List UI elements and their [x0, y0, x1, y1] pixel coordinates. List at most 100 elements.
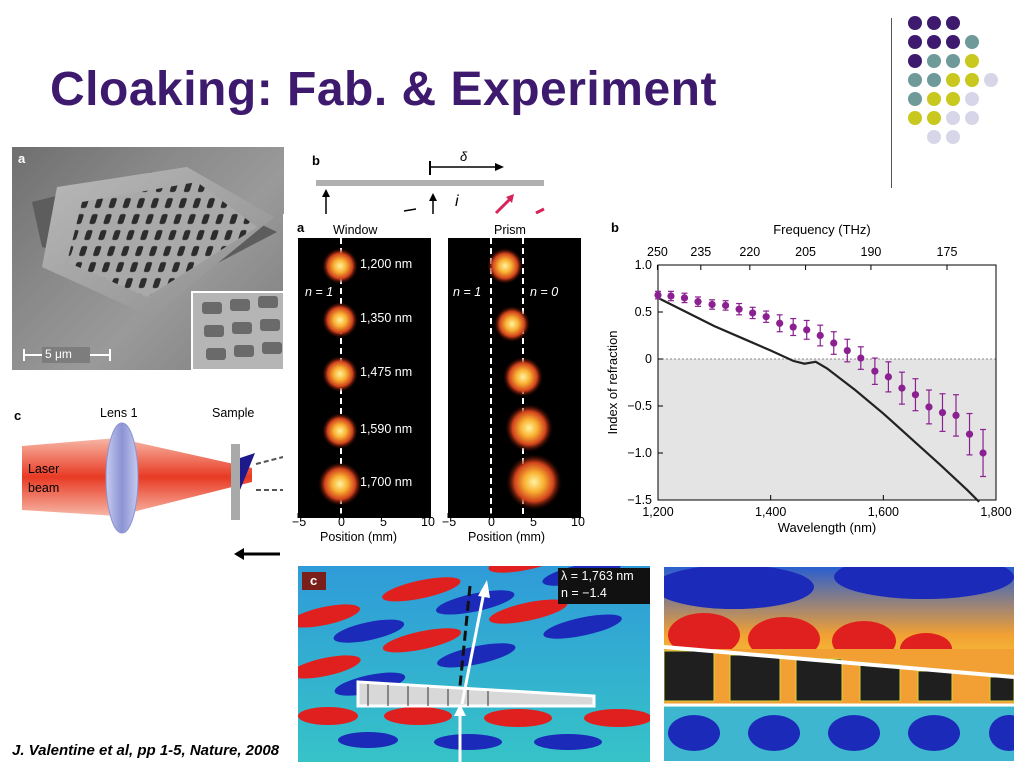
citation: J. Valentine et al, pp 1-5, Nature, 2008 — [12, 742, 280, 759]
prism-title: Prism — [494, 223, 526, 237]
decor-dot — [927, 130, 941, 144]
chart-y-tick-label: −1.0 — [627, 446, 652, 460]
sem-panel-letter: a — [18, 151, 26, 166]
field-lambda: λ = 1,763 nm — [561, 569, 634, 583]
wavelength-label: 1,700 nm — [360, 475, 413, 489]
decor-dot — [965, 111, 979, 125]
decor-dot — [965, 92, 979, 106]
window-title: Window — [333, 223, 378, 237]
chart-theory-curve — [657, 296, 980, 503]
divider-line — [891, 18, 892, 188]
field-map-left: c λ = 1,763 nm n = −1.4 — [298, 566, 650, 762]
chart-data-point — [925, 403, 933, 411]
chart-data-point — [654, 291, 662, 299]
decor-dot — [927, 35, 941, 49]
chart-data-point — [680, 294, 689, 302]
chart-data-point — [898, 384, 906, 392]
chart-data-point — [871, 367, 879, 375]
slide-title: Cloaking: Fab. & Experiment — [50, 63, 717, 116]
setup-b-panel: b δ i — [300, 147, 550, 217]
chart-data-point — [776, 319, 784, 327]
decor-dot — [984, 73, 998, 87]
field-letter: c — [310, 573, 318, 588]
decor-dot — [965, 35, 979, 49]
decor-dot — [908, 16, 922, 30]
spots-x-tick: 10 — [421, 515, 435, 529]
chart-data-point — [803, 326, 811, 334]
decor-dot — [927, 73, 941, 87]
lens-label: Lens 1 — [100, 406, 138, 420]
chart-data-point — [667, 292, 675, 300]
decor-dot — [946, 111, 960, 125]
chart-data-point — [952, 411, 960, 419]
decor-dot — [946, 130, 960, 144]
field-map-right — [664, 567, 1014, 761]
setup-b-graphic — [316, 161, 545, 217]
chart-data-point — [979, 449, 987, 457]
decor-dot — [946, 54, 960, 68]
decor-dots — [905, 14, 1024, 164]
spots-x-tick: 0 — [488, 515, 495, 529]
chart-top-tick-label: 235 — [690, 245, 711, 259]
spots-x-tick: 10 — [571, 515, 585, 529]
chart-top-tick-label: 205 — [795, 245, 816, 259]
spots-x-tick: 5 — [530, 515, 537, 529]
chart-data-point — [722, 301, 730, 310]
chart-top-tick-label: 250 — [647, 245, 668, 259]
chart-top-tick-label: 190 — [861, 245, 882, 259]
spots-xlabel-right: Position (mm) — [468, 530, 546, 544]
refraction-chart: b Frequency (THz) 250 235 220 205 190 175 1,200 1… — [605, 220, 1012, 535]
chart-x-axis-label: Wavelength (nm) — [778, 520, 877, 535]
chart-data-point — [762, 313, 770, 321]
decor-dot — [965, 54, 979, 68]
wavelength-label: 1,475 nm — [360, 365, 413, 379]
spots-x-tick: 5 — [380, 515, 387, 529]
chart-x-tick-label: 1,600 — [868, 505, 899, 519]
decor-dot — [908, 54, 922, 68]
spots-panel: a Window Prism n — [283, 214, 605, 554]
chart-y-tick-label: 1.0 — [635, 258, 652, 272]
decor-dot — [908, 73, 922, 87]
chart-y-tick-label: 0 — [645, 352, 652, 366]
chart-panel-letter: b — [611, 220, 619, 235]
wavelength-label: 1,350 nm — [360, 311, 413, 325]
spots-x-tick: −5 — [292, 515, 307, 529]
decor-dot — [946, 92, 960, 106]
chart-data-point — [735, 305, 743, 313]
chart-y-tick-label: 0.5 — [635, 305, 652, 319]
spots-graphic — [297, 238, 581, 518]
chart-data-point — [749, 309, 757, 317]
sem-scalebar-label: 5 μm — [45, 347, 72, 361]
wavelength-label: 1,590 nm — [360, 422, 413, 436]
field-n-value: n = −1.4 — [561, 586, 607, 600]
chart-data-point — [884, 373, 893, 381]
chart-data-point — [938, 408, 947, 417]
setup-b-letter: b — [312, 153, 320, 168]
n1-right-label: n = 1 — [453, 285, 482, 299]
field-map-right-graphic — [664, 567, 1014, 761]
field-map-left-graphic — [298, 566, 650, 762]
decor-dot — [946, 73, 960, 87]
decor-dot — [927, 92, 941, 106]
chart-data-point — [816, 331, 824, 340]
spots-letter: a — [297, 220, 305, 235]
chart-data-point — [911, 391, 920, 399]
decor-dot — [908, 35, 922, 49]
chart-data-point — [965, 430, 974, 438]
laser-label: Laser — [28, 462, 60, 476]
chart-x-tick-label: 1,800 — [980, 505, 1011, 519]
decor-dot — [908, 111, 922, 125]
n0-label: n = 0 — [530, 285, 559, 299]
chart-top-tick-label: 220 — [739, 245, 760, 259]
spots-x-tick: −5 — [442, 515, 457, 529]
chart-x-tick-label: 1,400 — [755, 505, 786, 519]
n1-left-label: n = 1 — [305, 285, 334, 299]
decor-dot — [965, 73, 979, 87]
decor-dot — [946, 16, 960, 30]
beam-label: beam — [28, 481, 60, 495]
decor-dot — [927, 16, 941, 30]
wavelength-label: 1,200 nm — [360, 257, 413, 271]
setup-b-delta: δ — [460, 149, 468, 164]
setup-c-graphic — [22, 422, 288, 560]
setup-c-letter: c — [14, 408, 22, 423]
